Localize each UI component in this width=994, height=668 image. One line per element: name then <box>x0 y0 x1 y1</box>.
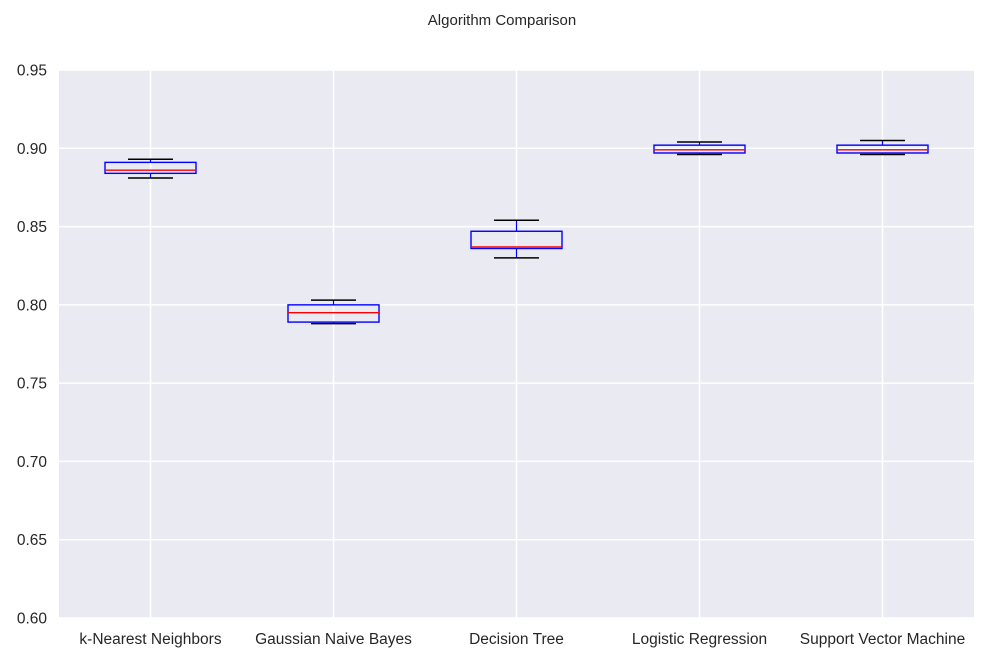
y-tick-label: 0.80 <box>17 297 48 314</box>
box-group <box>653 141 746 156</box>
iqr-box <box>287 304 380 323</box>
box-group <box>836 139 929 156</box>
x-tick-label: k-Nearest Neighbors <box>79 631 221 648</box>
y-tick-label: 0.85 <box>17 219 47 236</box>
box-group <box>104 158 197 179</box>
iqr-box <box>104 161 197 175</box>
y-tick-label: 0.70 <box>17 454 48 471</box>
box-group <box>470 219 563 259</box>
y-tick-label: 0.60 <box>17 611 48 628</box>
y-axis-tick-labels: 0.60 0.65 0.70 0.75 0.80 0.85 0.90 0.95 <box>17 63 48 628</box>
y-tick-label: 0.75 <box>17 376 47 393</box>
iqr-box <box>470 230 563 250</box>
box-group <box>287 299 380 325</box>
x-tick-label: Logistic Regression <box>632 631 767 648</box>
iqr-box <box>653 144 746 154</box>
x-tick-label: Decision Tree <box>469 631 564 648</box>
y-tick-label: 0.95 <box>17 63 47 80</box>
y-tick-label: 0.90 <box>17 141 48 158</box>
x-tick-label: Support Vector Machine <box>800 631 965 648</box>
boxes <box>104 139 929 325</box>
chart-title: Algorithm Comparison <box>428 12 576 29</box>
iqr-box <box>836 144 929 154</box>
y-tick-label: 0.65 <box>17 532 47 549</box>
x-tick-label: Gaussian Naive Bayes <box>255 631 412 648</box>
x-axis-tick-labels: k-Nearest Neighbors Gaussian Naive Bayes D… <box>79 631 965 648</box>
